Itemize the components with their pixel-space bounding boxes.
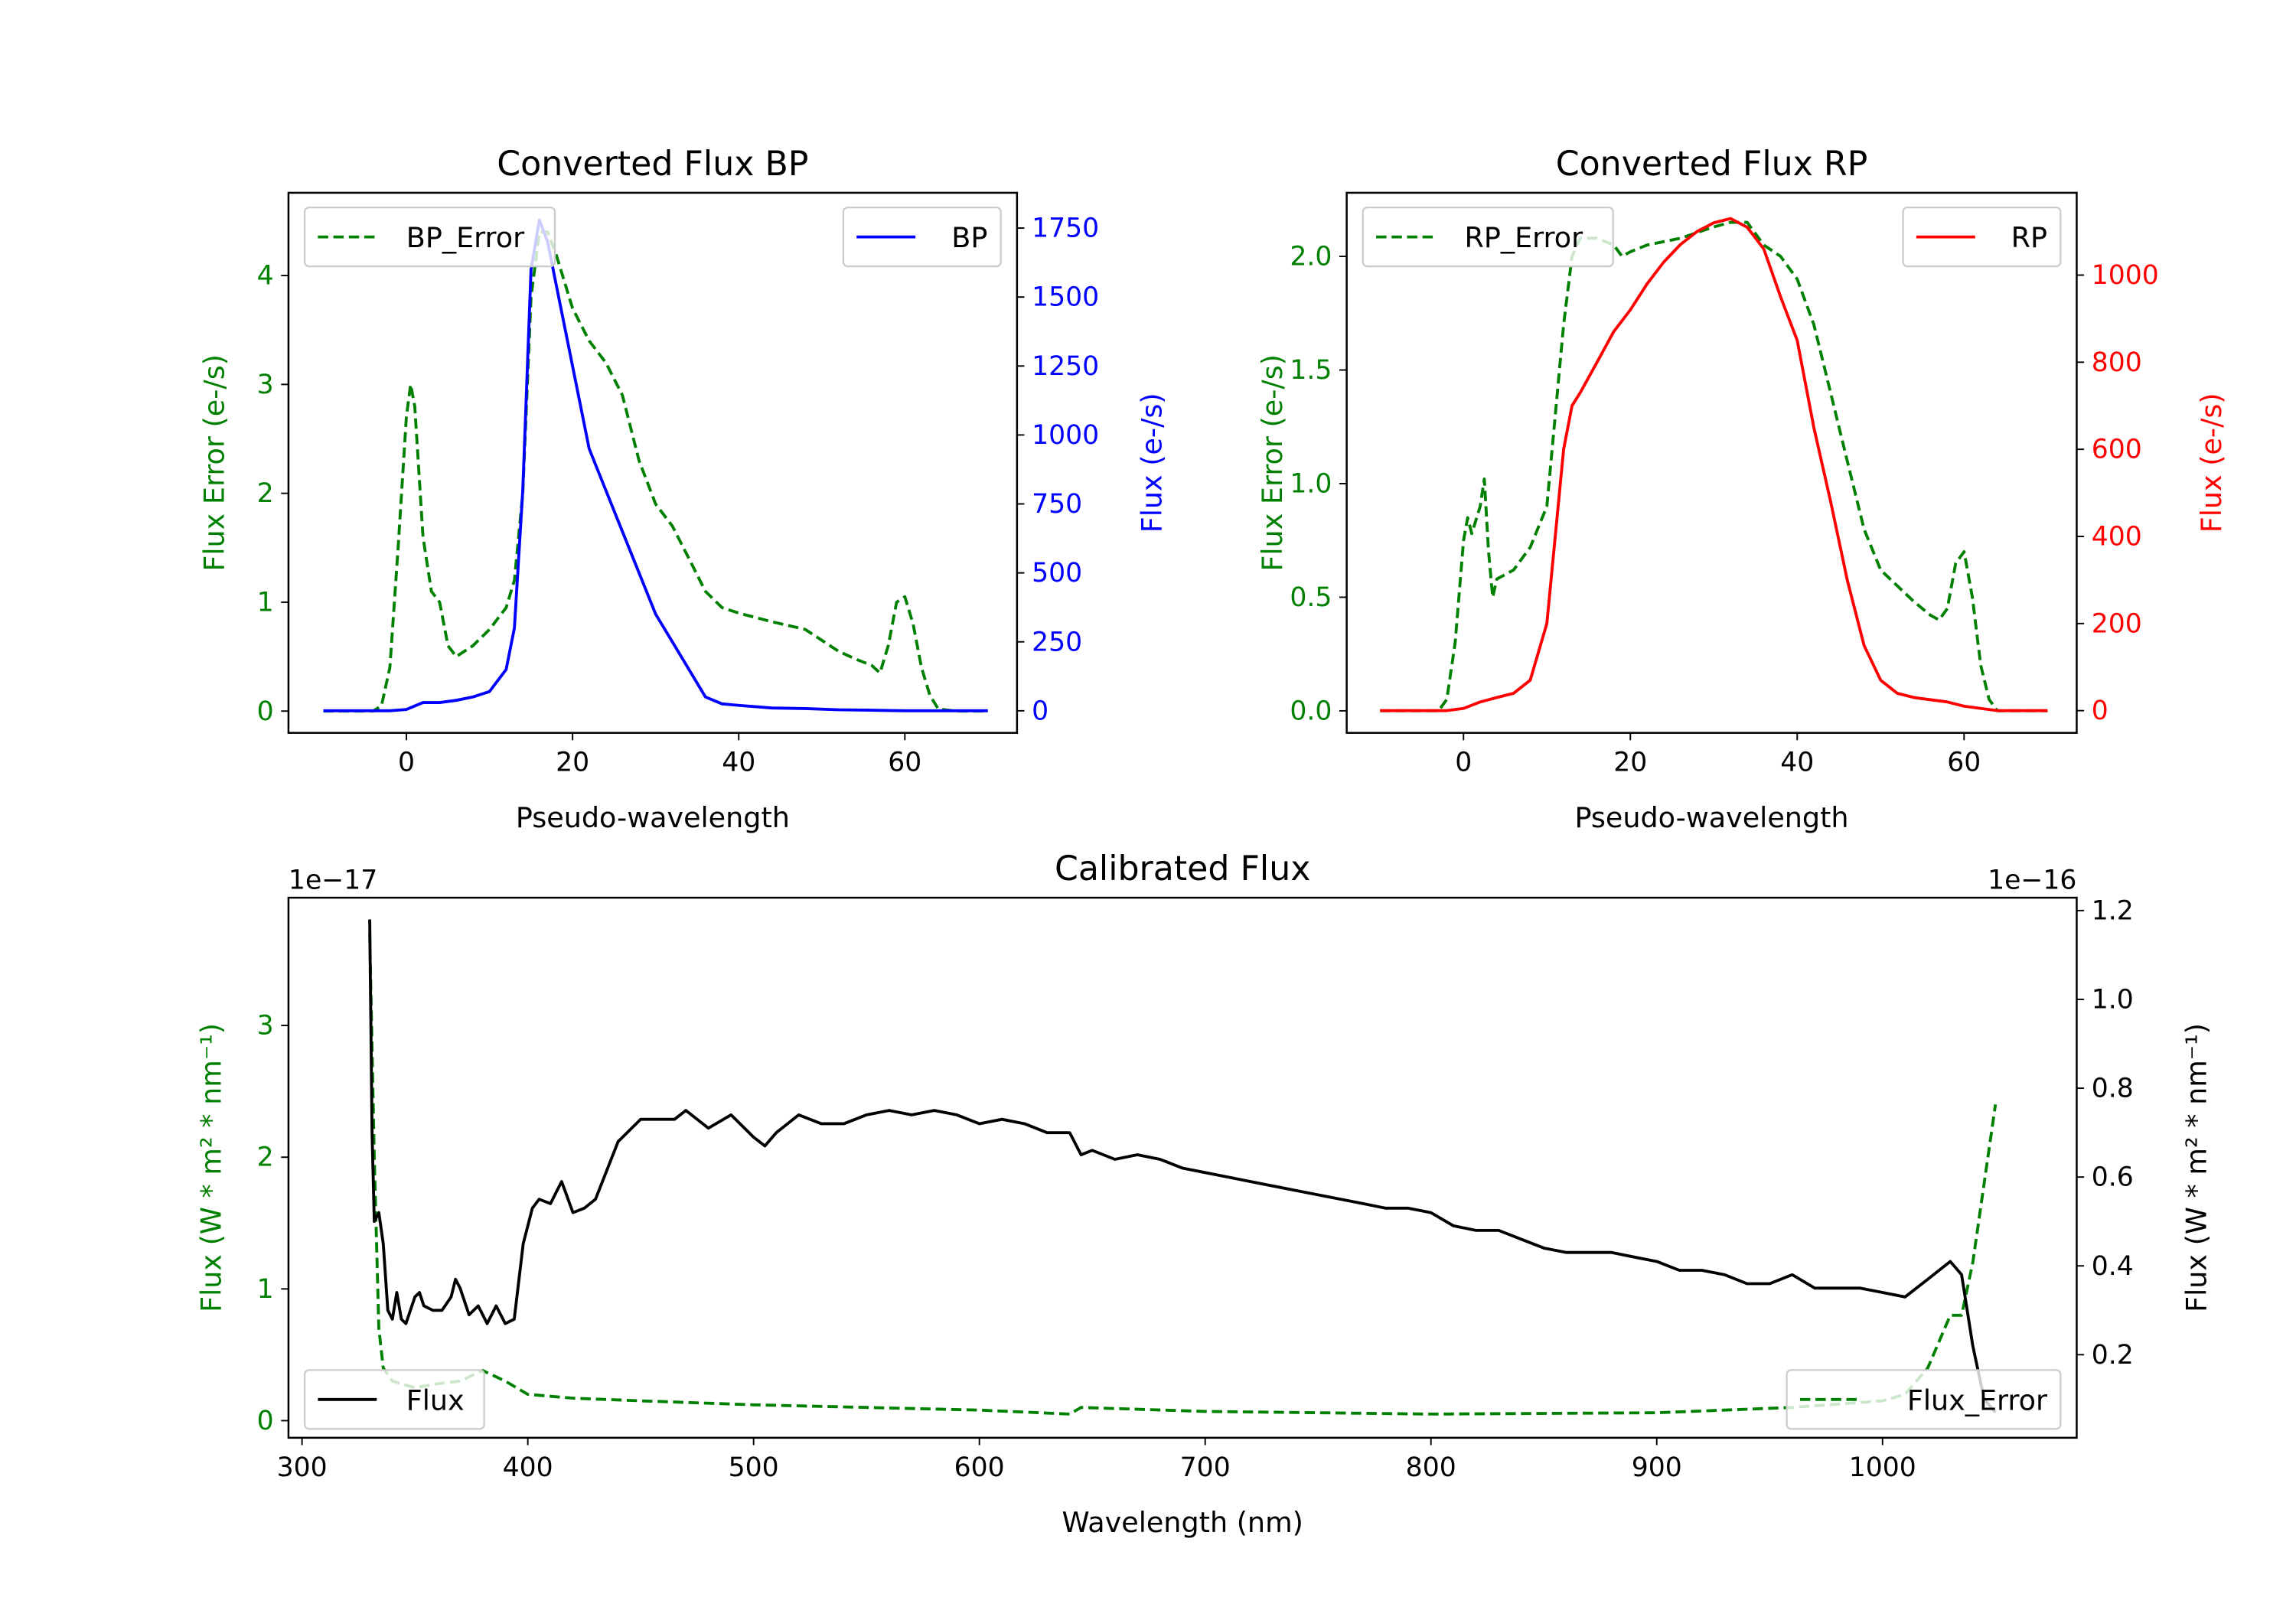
- legend-label: BP_Error: [406, 221, 525, 254]
- y-right-tick-label: 0.6: [2092, 1162, 2134, 1193]
- legend-right: RP: [1902, 207, 2062, 268]
- x-tick-label: 300: [277, 1452, 328, 1483]
- x-tick-label: 800: [1406, 1452, 1456, 1483]
- legend-right: BP: [842, 207, 1002, 268]
- x-axis-label: Pseudo-wavelength: [1574, 801, 1848, 834]
- x-axis-label: Wavelength (nm): [1062, 1506, 1303, 1539]
- y-left-axis-label: Flux Error (e-/s): [197, 354, 230, 572]
- y-left-tick-label: 0: [257, 1406, 274, 1436]
- y-right-tick-label: 1250: [1032, 351, 1099, 382]
- y-right-offset-text: 1e−16: [1988, 865, 2076, 896]
- y-right-tick-label: 600: [2092, 435, 2142, 465]
- y-right-tick-label: 1.2: [2092, 895, 2134, 926]
- y-right-axis-label: Flux (e-/s): [2195, 393, 2228, 533]
- x-tick-label: 700: [1180, 1452, 1231, 1483]
- legend-label: RP_Error: [1464, 221, 1583, 254]
- y-right-tick-label: 500: [1032, 558, 1082, 588]
- y-right-tick-label: 200: [2092, 608, 2142, 639]
- x-tick-label: 400: [503, 1452, 553, 1483]
- y-left-offset-text: 1e−17: [289, 865, 377, 896]
- x-tick-label: 20: [1613, 748, 1647, 778]
- y-left-tick-label: 3: [257, 1011, 274, 1041]
- x-tick-label: 600: [954, 1452, 1005, 1483]
- series-line-rp-error: [1380, 220, 2048, 712]
- x-tick-label: 0: [1455, 748, 1472, 778]
- x-tick-label: 500: [729, 1452, 779, 1483]
- y-left-tick-label: 2.0: [1290, 242, 1332, 272]
- legend-label: Flux_Error: [1907, 1384, 2048, 1416]
- series-line-rp: [1380, 217, 2048, 712]
- y-right-tick-label: 0.4: [2092, 1251, 2134, 1282]
- y-right-tick-label: 1000: [1032, 420, 1099, 451]
- x-tick-label: 20: [556, 748, 589, 778]
- panel-bp: 0 20 40 600123402505007501000125015001750Co…: [197, 145, 1168, 834]
- series-line-bp-error: [323, 230, 988, 713]
- y-left-axis-label: Flux (W * m² * nm⁻¹): [194, 1023, 227, 1312]
- axes-frame: [1345, 191, 2078, 734]
- y-right-tick-label: 800: [2092, 347, 2142, 378]
- x-tick-label: 60: [888, 748, 921, 778]
- panel-calibrated: 300 400 500 600 700 800 900 1000 0 1 2 3 0.2 0.4 0.6 0.…: [194, 849, 2213, 1539]
- y-right-tick-label: 0.8: [2092, 1074, 2134, 1104]
- y-right-tick-label: 1000: [2092, 260, 2159, 291]
- legend-label: Flux: [406, 1384, 465, 1416]
- x-axis-label: Pseudo-wavelength: [516, 801, 790, 834]
- panel-rp: 0 20 40 60 0.0 0.5 1.0 1.5 2.0 0 200 400 600 800 1000 C…: [1256, 145, 2228, 834]
- y-left-axis-label: Flux Error (e-/s): [1256, 354, 1289, 572]
- legend-left: RP_Error: [1362, 207, 1614, 268]
- y-right-tick-label: 0.2: [2092, 1340, 2134, 1371]
- y-left-tick-label: 1.5: [1290, 355, 1332, 386]
- x-tick-label: 0: [398, 748, 415, 778]
- y-right-axis-label: Flux (W * m² * nm⁻¹): [2180, 1023, 2213, 1312]
- legend-box: [842, 207, 1002, 268]
- y-left-tick-label: 2: [257, 478, 274, 509]
- y-left-tick-label: 2: [257, 1143, 274, 1173]
- legend-left: Flux: [303, 1369, 485, 1430]
- axes-frame: [287, 896, 2078, 1439]
- legend-box: [303, 207, 556, 268]
- x-tick-label: 60: [1947, 748, 1981, 778]
- y-right-axis-label: Flux (e-/s): [1135, 393, 1168, 533]
- y-right-tick-label: 400: [2092, 522, 2142, 553]
- y-right-tick-label: 1.0: [2092, 985, 2134, 1015]
- y-left-tick-label: 4: [257, 261, 274, 292]
- series-line-bp: [323, 218, 988, 712]
- legend-box: [1786, 1369, 2062, 1430]
- y-left-tick-label: 0: [257, 696, 274, 727]
- y-left-tick-label: 1.0: [1290, 469, 1332, 500]
- legend-left: BP_Error: [303, 207, 556, 268]
- y-right-tick-label: 1750: [1032, 214, 1099, 244]
- legend-box: [1362, 207, 1614, 268]
- chart-title: Converted Flux BP: [497, 145, 808, 184]
- axes-frame: [287, 191, 1019, 734]
- legend-right: Flux_Error: [1786, 1369, 2062, 1430]
- legend-label: BP: [951, 221, 987, 254]
- y-left-tick-label: 1: [257, 1274, 274, 1305]
- x-tick-label: 40: [1780, 748, 1814, 778]
- y-right-tick-label: 0: [2092, 696, 2108, 726]
- x-tick-label: 40: [722, 748, 755, 778]
- legend-box: [1902, 207, 2062, 268]
- y-right-tick-label: 250: [1032, 627, 1082, 657]
- x-tick-label: 900: [1632, 1452, 1682, 1483]
- chart-title: Converted Flux RP: [1556, 145, 1868, 184]
- legend-box: [303, 1369, 485, 1430]
- x-tick-label: 1000: [1849, 1452, 1916, 1483]
- legend-label: RP: [2011, 221, 2047, 254]
- y-right-tick-label: 750: [1032, 489, 1082, 520]
- y-right-tick-label: 1500: [1032, 282, 1099, 313]
- chart-title: Calibrated Flux: [1055, 849, 1310, 888]
- y-left-tick-label: 1: [257, 587, 274, 618]
- y-left-tick-label: 0.0: [1290, 696, 1332, 726]
- y-right-tick-label: 0: [1032, 696, 1049, 726]
- y-left-tick-label: 0.5: [1290, 582, 1332, 613]
- y-left-tick-label: 3: [257, 370, 274, 400]
- series-line-flux: [368, 919, 1997, 1414]
